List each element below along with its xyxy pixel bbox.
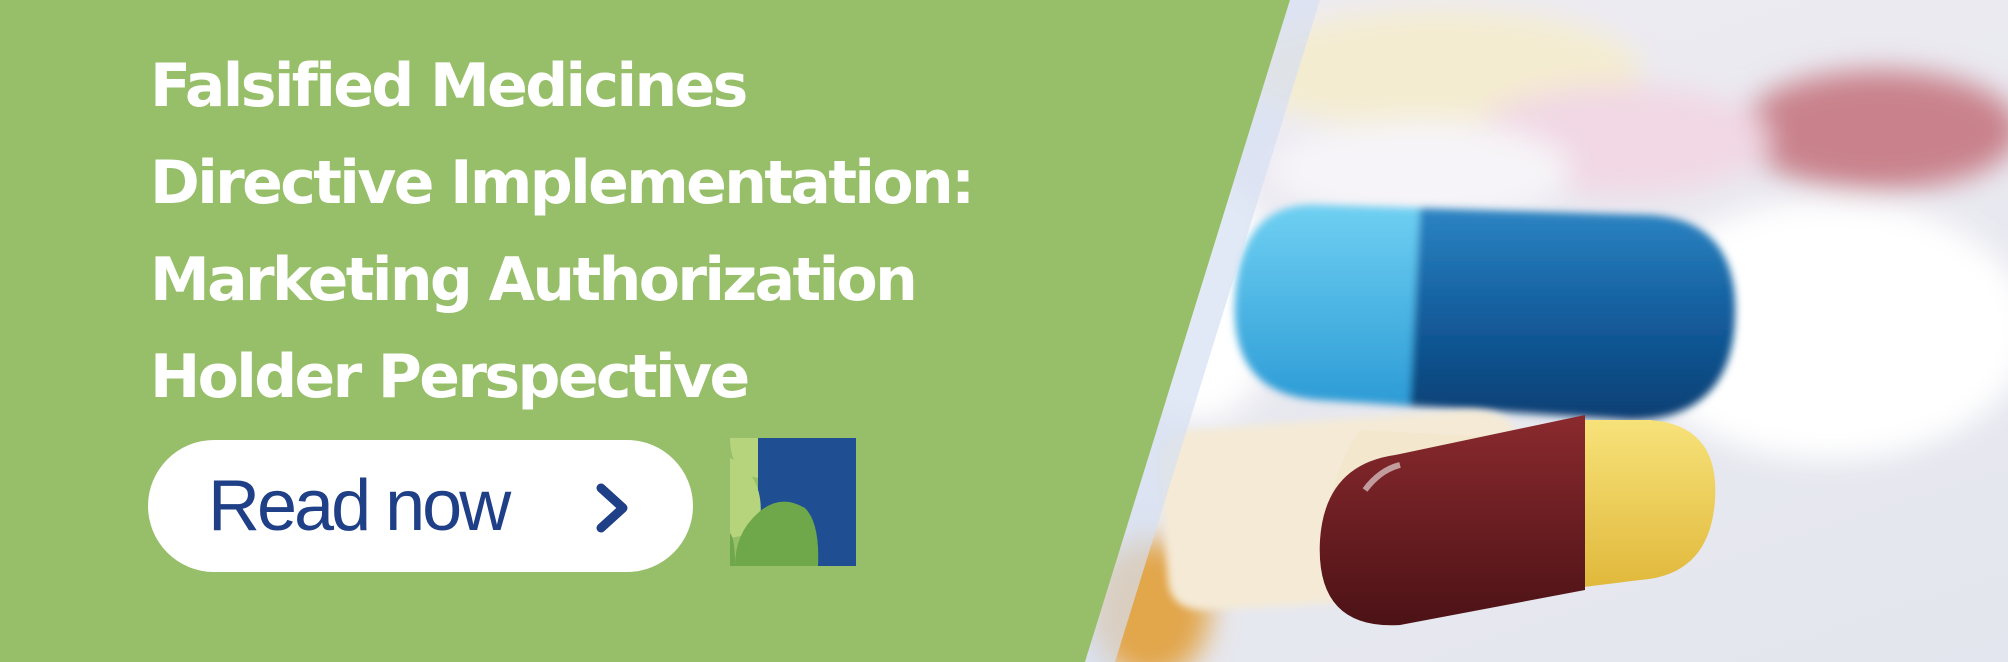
- read-now-button[interactable]: Read now: [148, 440, 693, 572]
- title-line-2: Directive Implementation:: [150, 148, 975, 218]
- company-logo-icon: [730, 438, 856, 566]
- title-line-4: Holder Perspective: [150, 342, 750, 412]
- title-line-3: Marketing Authorization: [150, 245, 918, 315]
- chevron-right-icon: [596, 483, 628, 533]
- banner-title: Falsified Medicines Directive Implementa…: [150, 38, 1150, 426]
- read-now-label: Read now: [208, 466, 511, 546]
- title-line-1: Falsified Medicines: [150, 51, 748, 121]
